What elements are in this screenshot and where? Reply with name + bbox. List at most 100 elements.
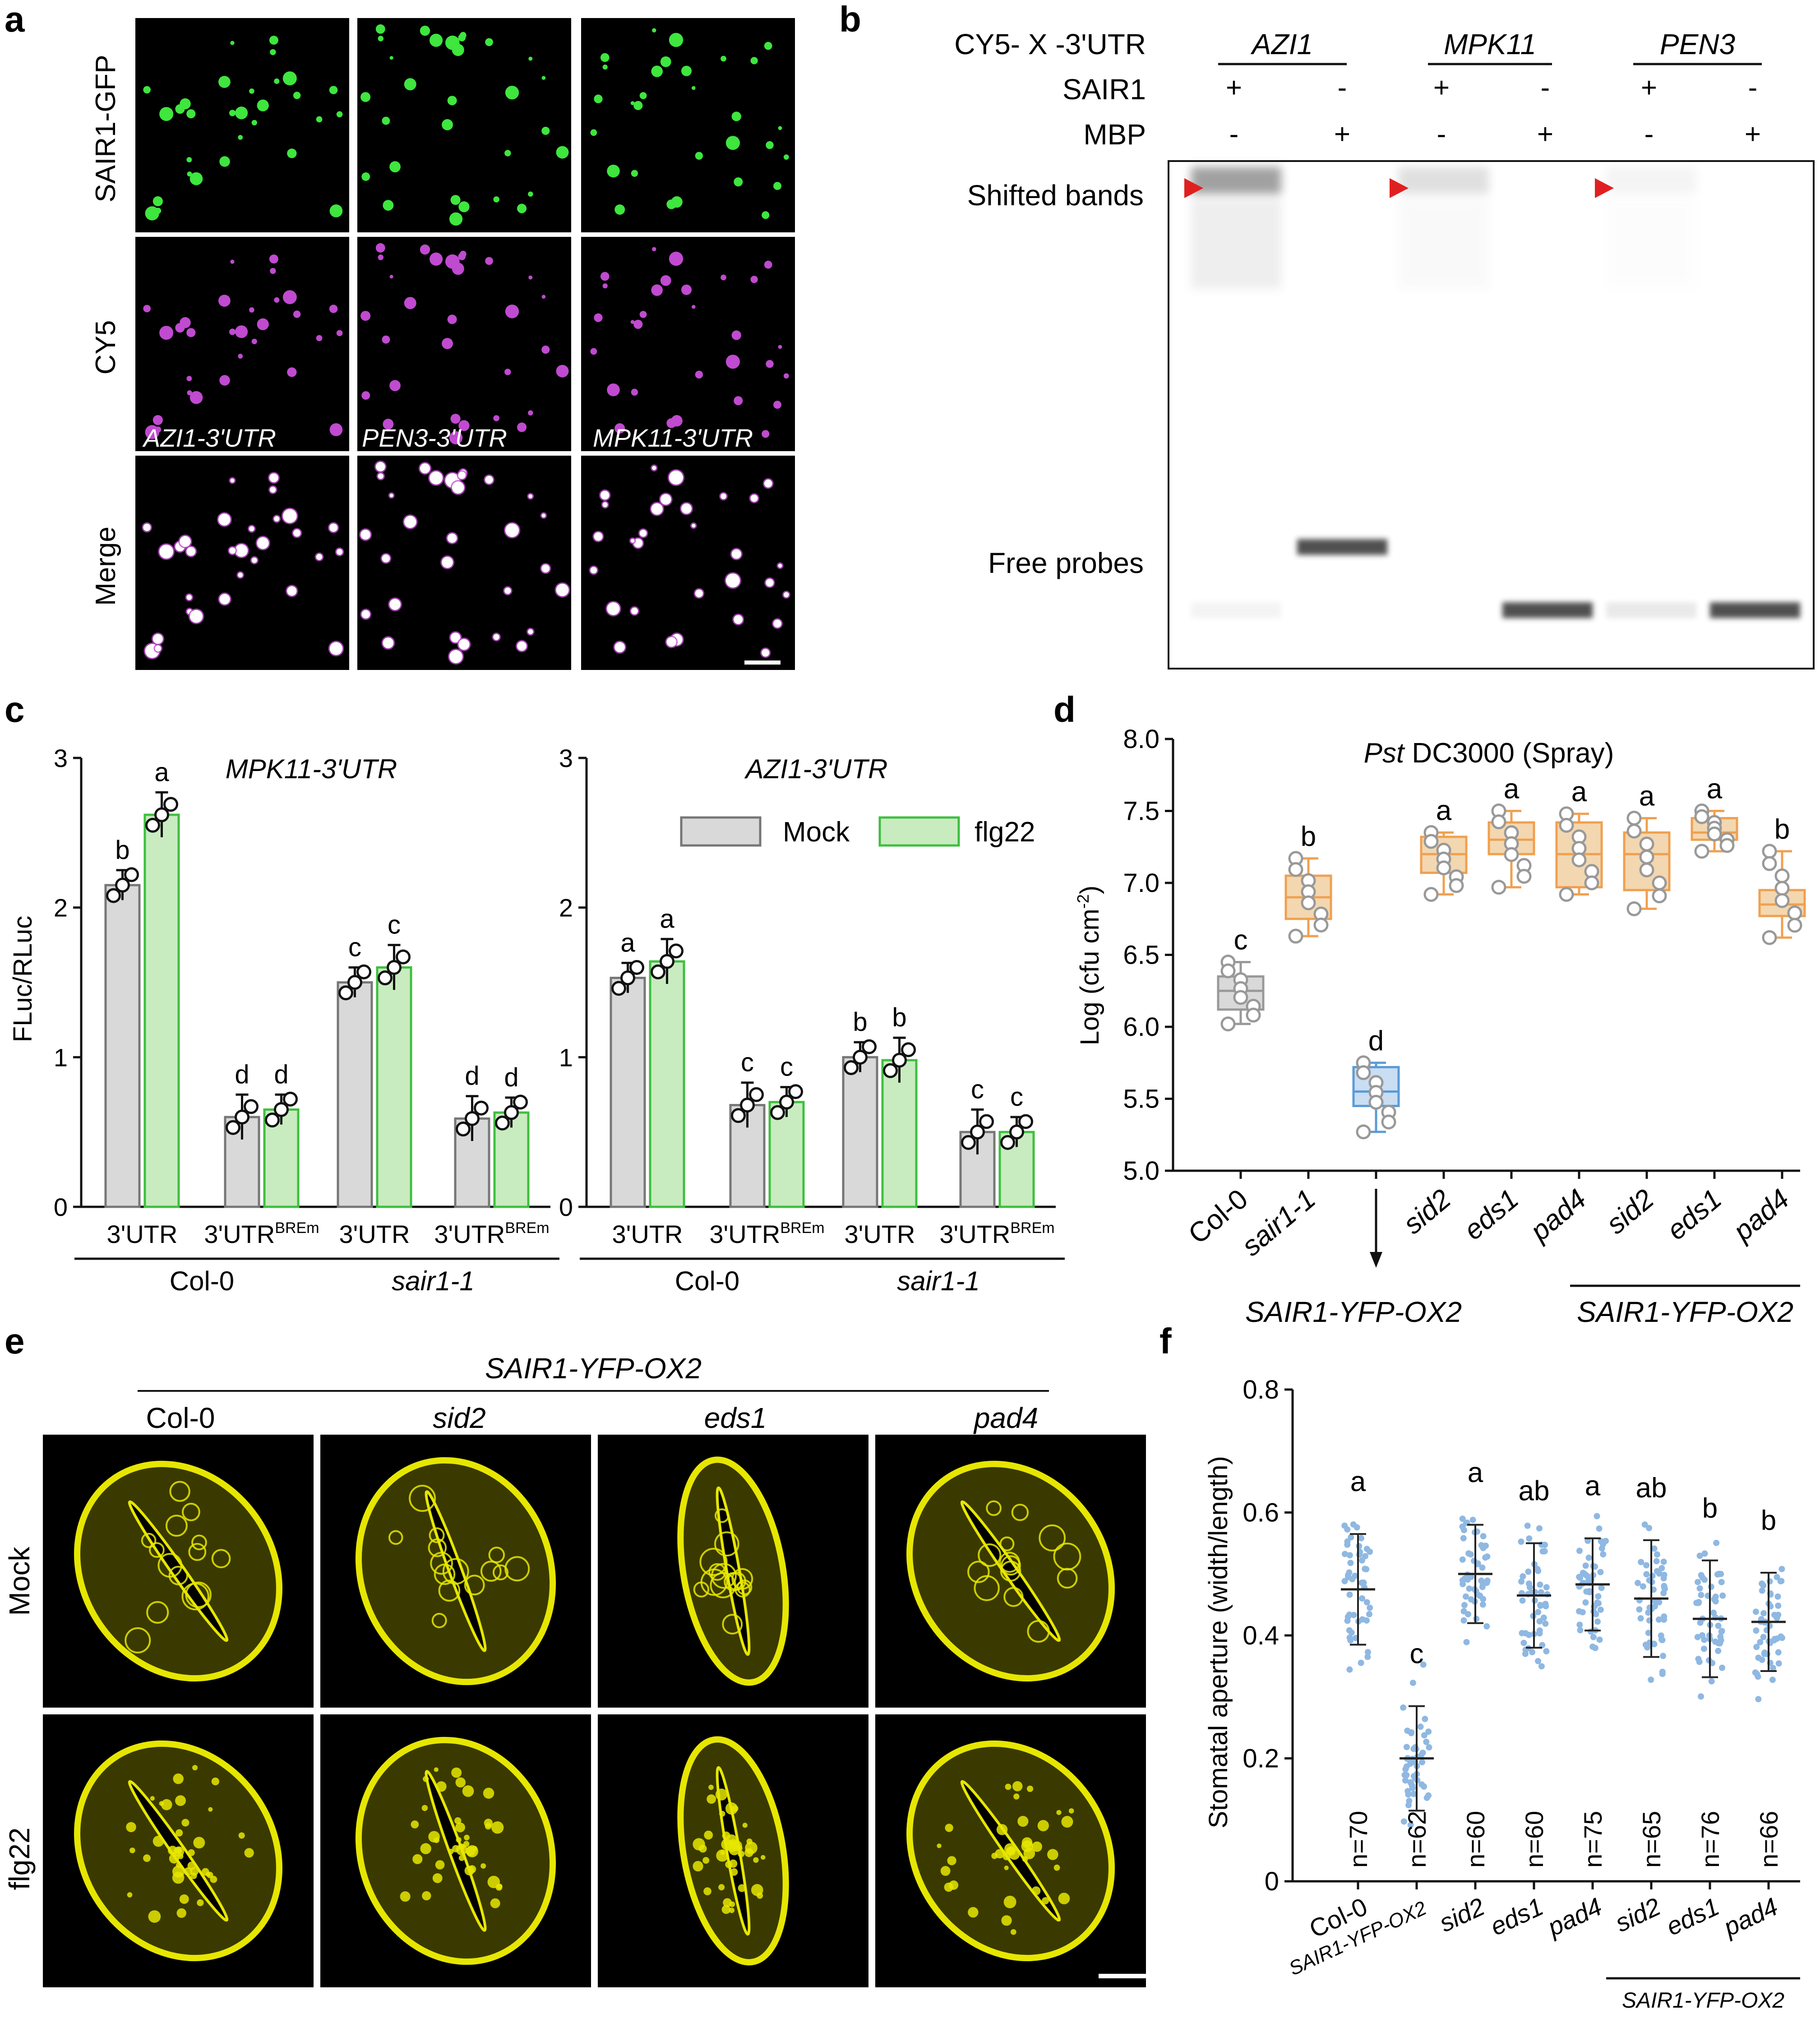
y-tick-label: 0.4 — [1243, 1621, 1279, 1650]
condensate-dot — [631, 388, 638, 396]
dot-group: a n=75 — [1575, 1471, 1610, 1868]
data-point — [1358, 1535, 1365, 1542]
data-point — [1640, 1583, 1646, 1590]
vacuole-outline — [722, 1614, 743, 1635]
dot-group: b n=66 — [1751, 1505, 1786, 1868]
significance-letter: c — [1410, 1639, 1424, 1670]
vacuole-outline — [442, 1558, 469, 1585]
replicate-point — [770, 1105, 785, 1120]
condensate-dot — [541, 76, 546, 80]
data-point — [1584, 875, 1599, 891]
condensate-dot — [235, 106, 248, 120]
vacuole-outline — [149, 1542, 165, 1558]
data-point — [1626, 901, 1642, 916]
data-point — [1469, 1516, 1476, 1523]
condensate-dot — [316, 116, 323, 123]
y-tick-label: 0 — [1265, 1867, 1279, 1896]
panel-letter-c: c — [5, 689, 25, 730]
condensate-dot — [329, 86, 338, 94]
condensate-dot — [590, 348, 597, 355]
y-tick-label: 3 — [559, 744, 573, 772]
condensate-dot — [293, 529, 301, 537]
condensate-dot — [293, 92, 301, 99]
micrograph-tile — [357, 18, 571, 232]
condensate-dot — [375, 24, 385, 34]
data-point — [1403, 1772, 1410, 1778]
condensate-dot — [229, 547, 236, 554]
legend-swatch-flg22 — [878, 816, 960, 847]
condensate-dot — [329, 642, 343, 655]
sample-size: n=75 — [1579, 1811, 1607, 1868]
panel-e: SAIR1-YFP-OX2 Col-0 sid2 eds1 pad4 Mock … — [3, 1352, 1146, 1987]
condensate-dot — [383, 637, 394, 648]
puncta — [211, 1778, 219, 1786]
stomata-tile — [875, 1714, 1146, 1987]
data-point — [1479, 1584, 1486, 1590]
condensate-dot — [505, 86, 519, 100]
panel-letter-b: b — [839, 0, 861, 39]
puncta — [421, 1805, 428, 1811]
condensate-dot — [602, 502, 608, 508]
condensate-dot — [449, 212, 463, 226]
puncta — [730, 1868, 738, 1876]
microscopy-grid — [135, 18, 795, 670]
condensate-dot — [155, 645, 162, 652]
puncta — [1026, 1785, 1034, 1792]
data-point — [1654, 1568, 1660, 1575]
puncta — [458, 1855, 465, 1861]
replicate-point — [378, 970, 393, 986]
condensate-dot — [493, 196, 499, 203]
puncta — [175, 1795, 186, 1806]
condensate-dot — [249, 88, 254, 94]
condensate-dot — [143, 523, 151, 531]
data-point — [1539, 1548, 1546, 1555]
condensate-dot — [669, 251, 684, 266]
condensate-dot — [143, 305, 151, 313]
condensate-dot — [430, 33, 443, 47]
condensate-dot — [389, 380, 401, 392]
condensate-dot — [238, 354, 243, 359]
data-point — [1367, 1604, 1373, 1611]
data-point — [1660, 1653, 1667, 1659]
x-tick-label: 3'UTRBREm — [939, 1219, 1054, 1248]
data-point — [1535, 1609, 1542, 1616]
condensate-dot — [493, 634, 499, 640]
vacuole-outline — [185, 1581, 212, 1608]
replicate-point — [387, 960, 402, 975]
condensate-dot — [389, 599, 401, 610]
data-point — [1762, 844, 1777, 859]
data-point — [1643, 1562, 1650, 1569]
data-point — [1594, 1618, 1601, 1625]
puncta — [179, 1894, 189, 1904]
condensate-dot — [251, 557, 257, 563]
col-label-sid2: sid2 — [433, 1402, 485, 1434]
vacuole-outline — [1011, 1504, 1029, 1521]
dot-group: ab n=60 — [1517, 1476, 1551, 1868]
vacuole-outline — [734, 1581, 751, 1598]
vacuole-outline — [492, 1564, 509, 1580]
vacuole-outline — [409, 1485, 436, 1512]
puncta — [190, 1872, 197, 1879]
y-tick-label: 7.0 — [1123, 868, 1159, 898]
condensate-dot — [633, 319, 643, 329]
puncta — [1012, 1781, 1023, 1792]
puncta — [490, 1898, 500, 1908]
panel-letter-d: d — [1053, 689, 1076, 730]
significance-letter: a — [1639, 780, 1655, 812]
data-point — [1754, 1671, 1760, 1677]
data-point — [1344, 1541, 1351, 1548]
condensate-dot — [452, 263, 464, 275]
gene-headers: AZI1 MPK11 PEN3 — [1218, 28, 1762, 65]
data-point — [1652, 875, 1667, 891]
significance-letter: d — [465, 1062, 479, 1091]
data-point — [1540, 1614, 1547, 1621]
puncta — [400, 1891, 411, 1902]
vacuole-outline — [181, 1503, 200, 1521]
condensate-dot — [504, 587, 511, 594]
data-point — [1368, 1094, 1384, 1110]
box-group: a — [1555, 776, 1603, 902]
data-point — [1543, 1584, 1550, 1591]
data-point — [1460, 1535, 1467, 1542]
condensate-dot — [731, 111, 741, 121]
